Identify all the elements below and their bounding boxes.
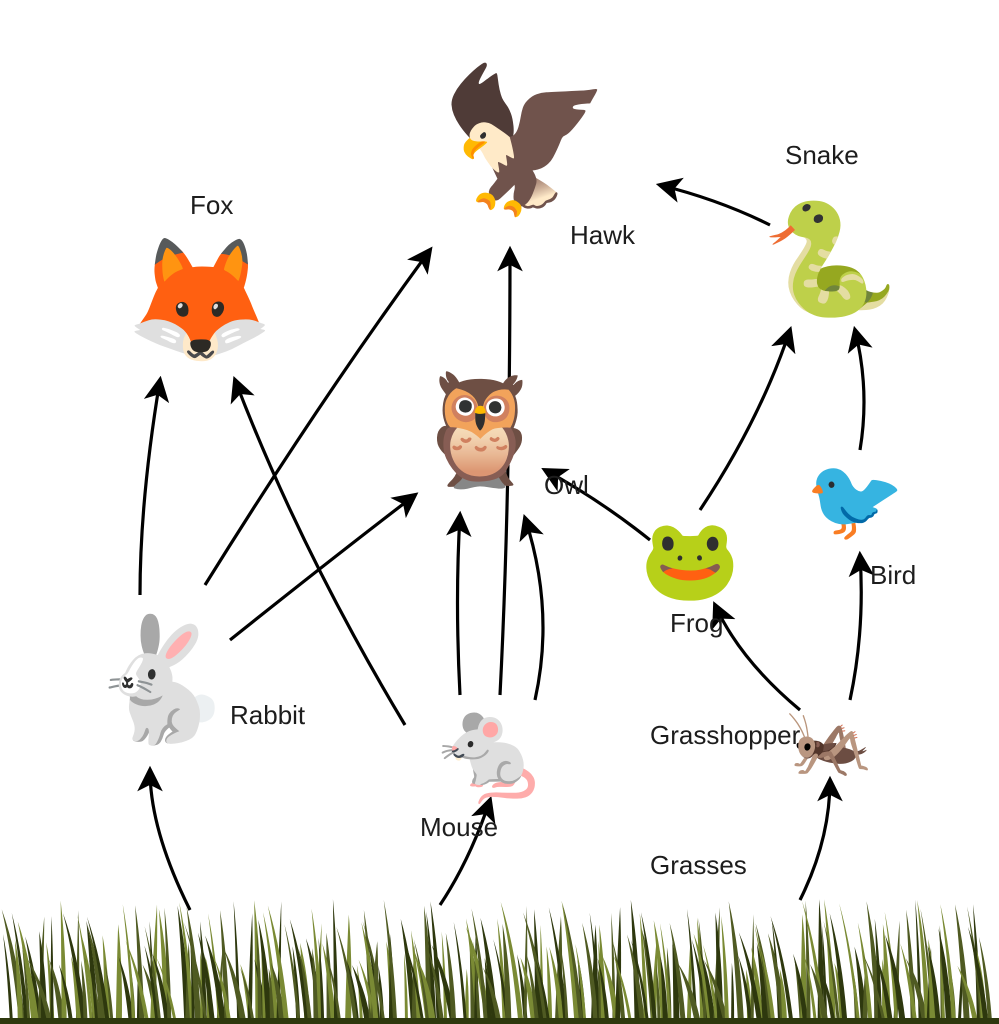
snake-icon: 🐍 <box>762 205 899 315</box>
rabbit-node: 🐇 <box>85 620 234 740</box>
frog-label: Frog <box>670 608 723 639</box>
mouse-icon: 🐁 <box>428 700 553 800</box>
grasshopper-label: Grasshopper <box>650 720 800 751</box>
arrow-bird-to-snake <box>855 330 864 450</box>
owl-label: Owl <box>544 470 589 501</box>
mouse-node: 🐁 <box>428 700 553 800</box>
arrow-grasses-to-grasshopper <box>800 780 830 900</box>
hawk-label: Hawk <box>570 220 635 251</box>
frog-icon: 🐸 <box>640 520 740 600</box>
fox-node: 🦊 <box>125 240 274 360</box>
arrow-grasshopper-to-bird <box>850 555 861 700</box>
arrow-rabbit_owl-to-owl <box>230 495 415 640</box>
arrow-mouse-to-owl <box>458 515 461 695</box>
rabbit-icon: 🐇 <box>85 620 234 740</box>
owl-icon: 🦉 <box>412 375 549 485</box>
arrow-rabbit-to-fox <box>140 380 160 595</box>
fox-label: Fox <box>190 190 233 221</box>
hawk-icon: 🦅 <box>438 70 612 210</box>
frog-node: 🐸 <box>640 520 740 600</box>
grass-illustration <box>0 884 999 1024</box>
hawk-node: 🦅 <box>438 70 612 210</box>
arrow-frog-to-snake <box>700 330 790 510</box>
arrow-snake-to-hawk <box>660 185 770 225</box>
food-web-diagram: 🦅 🐍 🦊 🦉 🐦 🐸 🐇 🐁 🦗 Hawk Snake Fox Owl Bir… <box>0 0 999 1024</box>
arrow-grasses-to-rabbit <box>150 770 190 910</box>
grasses-label: Grasses <box>650 850 747 881</box>
arrow-mouse_owl2-to-owl <box>525 518 543 700</box>
bird-node: 🐦 <box>805 460 905 540</box>
snake-label: Snake <box>785 140 859 171</box>
snake-node: 🐍 <box>762 205 899 315</box>
mouse-label: Mouse <box>420 812 498 843</box>
bird-label: Bird <box>870 560 916 591</box>
rabbit-label: Rabbit <box>230 700 305 731</box>
bird-icon: 🐦 <box>805 460 905 540</box>
owl-node: 🦉 <box>412 375 549 485</box>
arrow-grasshopper-to-frog <box>715 605 800 710</box>
arrow-mouse-to-fox <box>235 380 405 725</box>
fox-icon: 🦊 <box>125 240 274 360</box>
